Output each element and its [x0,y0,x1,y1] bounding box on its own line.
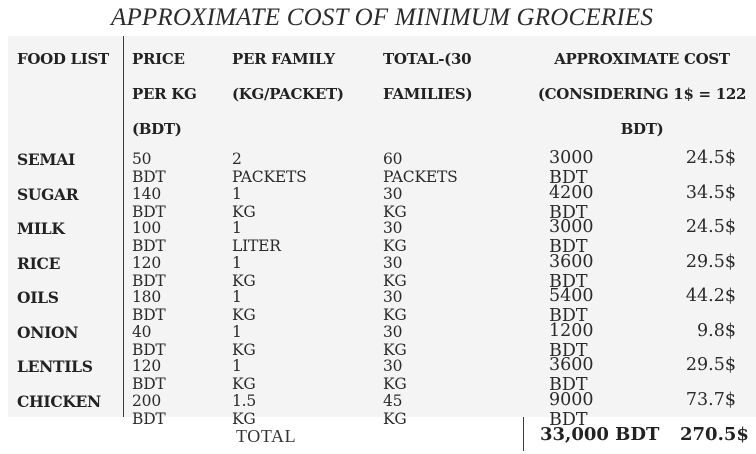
total-cell: 60 PACKETS [383,150,458,186]
total-cell: 45 KG [383,392,407,428]
header-approx-line: BDT) [620,120,664,138]
total-cell: 30 KG [383,288,407,324]
cost-bdt-cell: 3000 BDT [549,148,594,188]
food-cell: ONION [17,323,79,342]
header-per-family-line: PER FAMILY [232,50,335,68]
price-cell: 140 BDT [132,185,166,221]
header-per-family-line: (KG/PACKET) [232,85,344,103]
cost-usd-cell: 9.8$ [697,321,736,341]
per-family-cell: 1 KG [232,254,256,290]
cost-usd-cell: 29.5$ [685,252,736,272]
per-family-cell: 1 KG [232,357,256,393]
per-family-cell: 1.5 KG [232,392,257,428]
food-cell: RICE [17,254,61,273]
total-usd: 270.5$ [680,424,749,445]
total-cell: 30 KG [383,185,407,221]
total-cell: 30 KG [383,323,407,359]
price-cell: 180 BDT [132,288,166,324]
table-background [8,36,756,417]
header-price-line: PER KG [132,85,197,103]
header-food-list: FOOD LIST [17,50,109,68]
price-cell: 100 BDT [132,219,166,255]
cost-usd-cell: 24.5$ [685,217,736,237]
food-cell: SUGAR [17,185,79,204]
cost-bdt-cell: 3600 BDT [549,355,594,395]
column-divider [123,36,124,417]
total-cell: 30 KG [383,219,407,255]
per-family-cell: 1 LITER [232,219,281,255]
cost-bdt-cell: 3000 BDT [549,217,594,257]
cost-bdt-cell: 5400 BDT [549,286,594,326]
cost-usd-cell: 34.5$ [685,183,736,203]
header-price-line: (BDT) [132,120,182,138]
total-cell: 30 KG [383,254,407,290]
food-cell: OILS [17,288,59,307]
cost-usd-cell: 24.5$ [685,148,736,168]
cost-bdt-cell: 4200 BDT [549,183,594,223]
cost-usd-cell: 29.5$ [685,355,736,375]
header-total-line: FAMILIES) [383,85,473,103]
total-divider [523,417,524,451]
food-cell: CHICKEN [17,392,101,411]
header-total: TOTAL-(30 FAMILIES) [383,42,473,112]
cost-bdt-cell: 9000 BDT [549,390,594,430]
cost-usd-cell: 73.7$ [685,390,736,410]
header-price-line: PRICE [132,50,185,68]
price-cell: 50 BDT [132,150,166,186]
header-approx-cost: APPROXIMATE COST (CONSIDERING 1$ = 122 B… [534,42,750,147]
food-cell: SEMAI [17,150,75,169]
food-cell: LENTILS [17,357,93,376]
total-label: TOTAL [236,426,297,446]
total-bdt: 33,000 BDT [540,424,660,445]
per-family-cell: 2 PACKETS [232,150,307,186]
cost-bdt-cell: 3600 BDT [549,252,594,292]
per-family-cell: 1 KG [232,323,256,359]
total-cell: 30 KG [383,357,407,393]
page-title: APPROXIMATE COST OF MINIMUM GROCERIES [110,4,654,31]
header-approx-line: (CONSIDERING 1$ = 122 [537,85,747,103]
per-family-cell: 1 KG [232,185,256,221]
header-approx-line: APPROXIMATE COST [554,50,730,68]
per-family-cell: 1 KG [232,288,256,324]
price-cell: 200 BDT [132,392,166,428]
price-cell: 40 BDT [132,323,166,359]
cost-usd-cell: 44.2$ [685,286,736,306]
header-per-family: PER FAMILY (KG/PACKET) [232,42,344,112]
header-price: PRICE PER KG (BDT) [132,42,197,147]
food-cell: MILK [17,219,65,238]
price-cell: 120 BDT [132,357,166,393]
price-cell: 120 BDT [132,254,166,290]
cost-bdt-cell: 1200 BDT [549,321,594,361]
header-total-line: TOTAL-(30 [383,50,472,68]
